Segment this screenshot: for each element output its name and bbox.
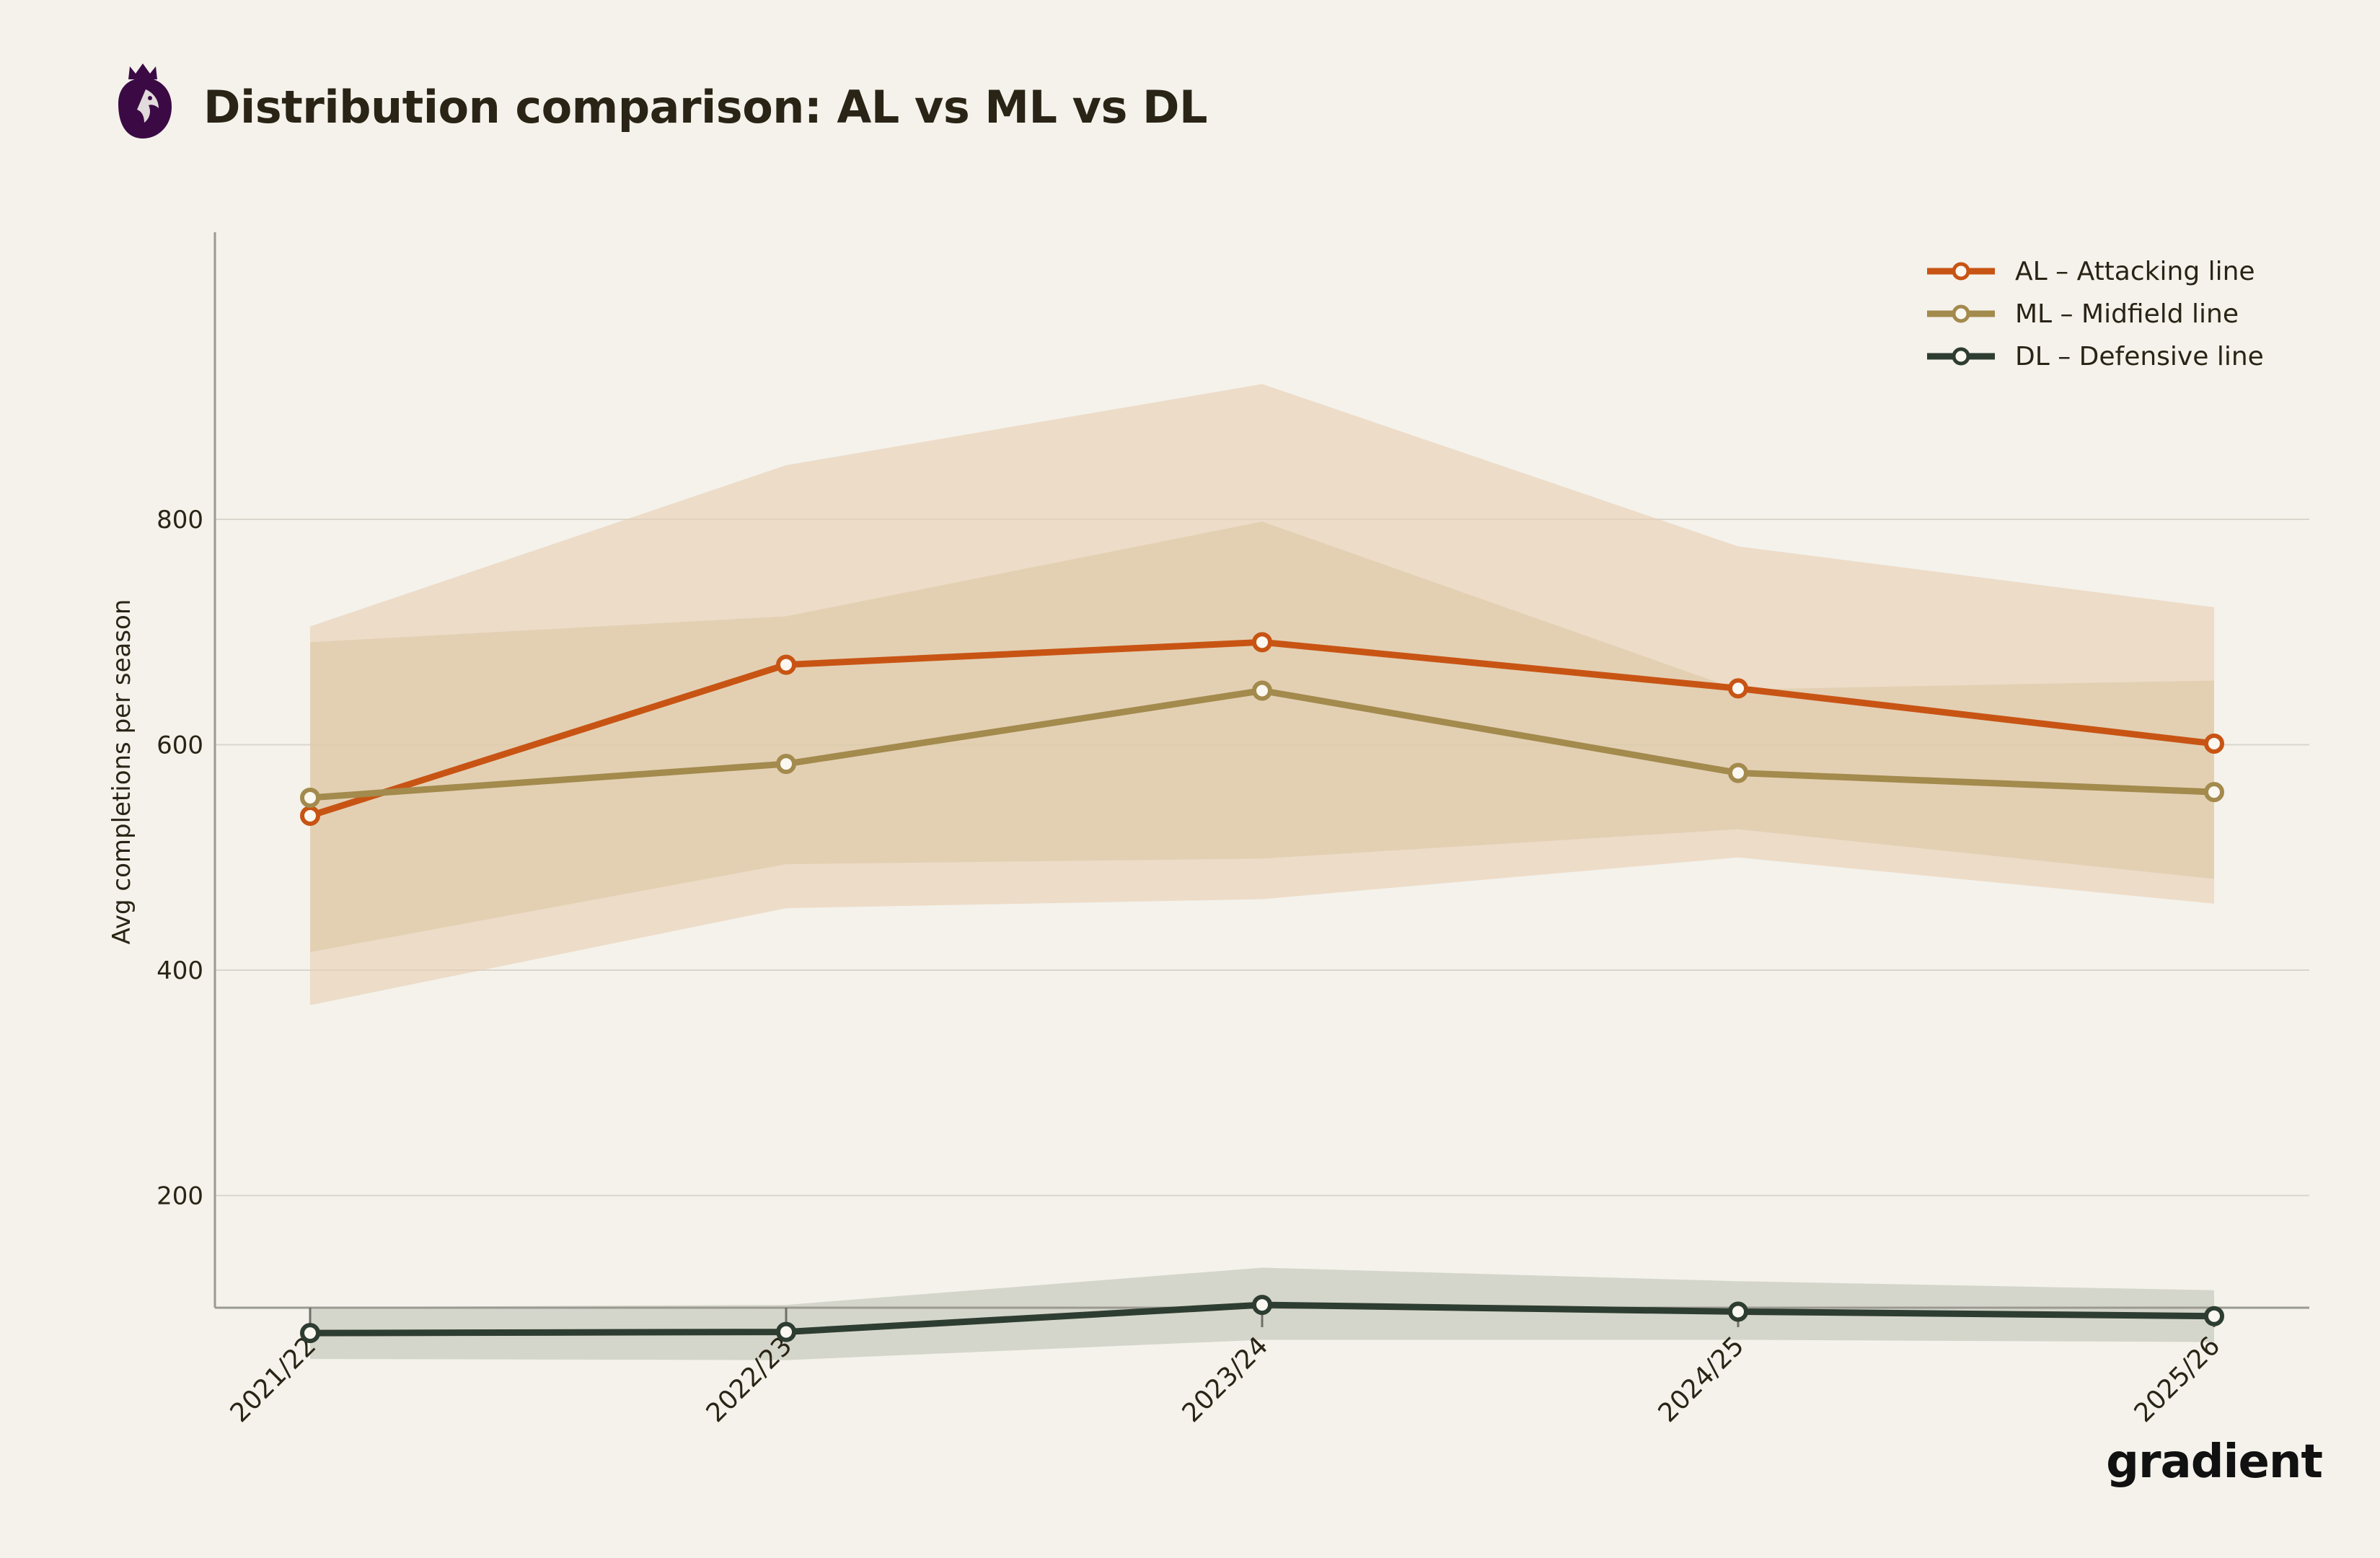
x-tick-label: 2024/25: [1653, 1331, 1750, 1428]
y-axis-label: Avg completions per season: [107, 599, 136, 945]
y-tick-label: 400: [157, 956, 203, 985]
x-tick-label: 2023/24: [1177, 1331, 1274, 1428]
point-ml: [2204, 782, 2224, 803]
band-ml: [310, 521, 2214, 952]
confidence-bands: [310, 384, 2214, 1360]
legend: AL – Attacking line ML – Midfield line DL …: [1927, 257, 2264, 371]
legend-label: AL – Attacking line: [2015, 257, 2255, 286]
point-al: [2204, 733, 2224, 754]
legend-marker: [1952, 304, 1970, 323]
point-dl: [1252, 1295, 1272, 1316]
point-ml: [1728, 762, 1748, 783]
point-al: [776, 654, 796, 675]
point-dl: [776, 1321, 796, 1342]
y-tick-label: 200: [157, 1182, 203, 1211]
x-tick-label: 2021/22: [225, 1331, 322, 1428]
legend-marker: [1952, 347, 1970, 366]
y-tick-labels: 200 400 600 800: [157, 506, 203, 1211]
point-dl: [1728, 1301, 1748, 1322]
legend-label: DL – Defensive line: [2015, 342, 2264, 371]
legend-marker: [1952, 262, 1970, 281]
premier-league-lion-logo-icon: [118, 63, 172, 138]
point-al: [1252, 632, 1272, 653]
y-tick-label: 800: [157, 506, 203, 534]
point-dl: [300, 1323, 320, 1344]
y-tick-label: 600: [157, 731, 203, 760]
x-tick-label: 2025/26: [2129, 1331, 2226, 1428]
page-title: Distribution comparison: AL vs ML vs DL: [203, 81, 1207, 133]
point-al: [300, 805, 320, 826]
point-ml: [300, 787, 320, 808]
legend-label: ML – Midfield line: [2015, 299, 2239, 329]
point-ml: [1252, 680, 1272, 701]
point-dl: [2204, 1306, 2224, 1326]
point-ml: [776, 754, 796, 775]
gradient-brand-logo: gradient: [2106, 1435, 2323, 1489]
point-al: [1728, 678, 1748, 699]
series-lines: [300, 632, 2224, 1344]
